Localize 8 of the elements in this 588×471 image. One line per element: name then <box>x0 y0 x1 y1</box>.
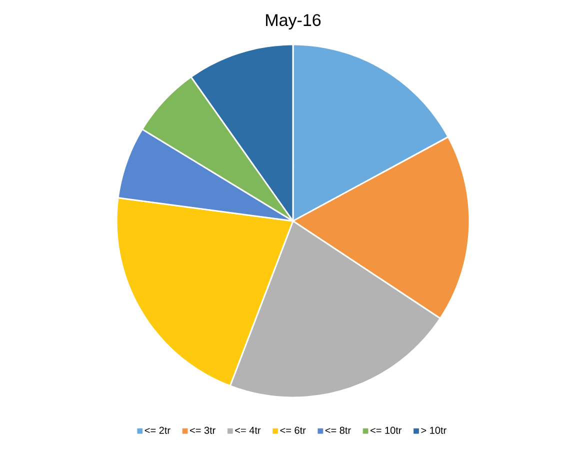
legend-label: <= 8tr <box>325 426 351 434</box>
legend-label: <= 10tr <box>370 426 402 434</box>
chart-title: May-16 <box>266 14 321 30</box>
legend-label: <= 6tr <box>280 426 306 434</box>
legend-label: > 10tr <box>421 426 446 434</box>
legend-label: <= 2tr <box>144 426 170 434</box>
legend-label: <= 4tr <box>235 426 261 434</box>
legend-label: <= 3tr <box>190 426 216 434</box>
